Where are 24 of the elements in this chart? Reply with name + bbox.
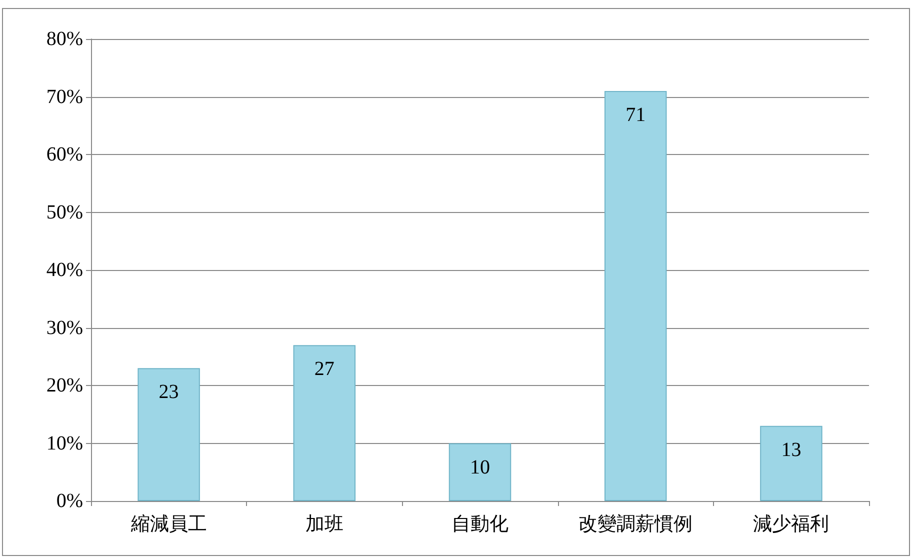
bar: [293, 345, 356, 501]
y-tick-label: 20%: [46, 374, 83, 396]
y-tick-label: 70%: [46, 86, 83, 108]
data-label: 71: [626, 104, 646, 126]
y-tick-label: 40%: [46, 259, 83, 281]
data-label: 13: [781, 438, 802, 461]
y-tick-label: 60%: [46, 144, 83, 166]
y-tick-label: 50%: [46, 201, 83, 224]
x-tick-label: 自動化: [452, 514, 508, 535]
bar: [760, 426, 822, 501]
x-tick-label: 減少福利: [753, 514, 830, 535]
y-tick-label: 30%: [46, 316, 83, 339]
data-label: 27: [314, 358, 334, 380]
x-tick-label: 改變調薪慣例: [578, 514, 693, 535]
x-tick-label: 加班: [305, 514, 344, 535]
x-tick-label: 縮減員工: [130, 514, 207, 535]
bar: [448, 443, 512, 501]
data-label: 23: [158, 381, 179, 404]
y-tick-label: 80%: [46, 28, 83, 50]
data-label: 10: [470, 456, 490, 478]
bar: [604, 90, 667, 501]
bar: [138, 368, 200, 501]
y-tick-label: 0%: [56, 490, 83, 512]
y-tick-label: 10%: [46, 432, 83, 454]
